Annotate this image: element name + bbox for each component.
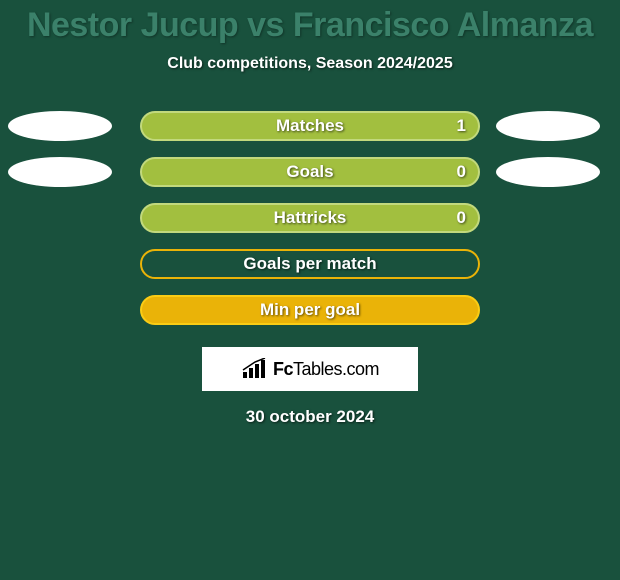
stat-row: Goals 0: [0, 157, 620, 187]
page-subtitle: Club competitions, Season 2024/2025: [0, 55, 620, 73]
stat-bar: Min per goal: [140, 295, 480, 325]
stat-bar: Goals per match: [140, 249, 480, 279]
stat-label: Goals: [286, 162, 333, 182]
player-right-ellipse: [496, 111, 600, 141]
stat-label: Hattricks: [274, 208, 347, 228]
page-title: Nestor Jucup vs Francisco Almanza: [0, 6, 620, 45]
player-left-ellipse: [8, 111, 112, 141]
stat-row: Hattricks 0: [0, 203, 620, 233]
chart-icon: [241, 358, 269, 380]
player-left-ellipse: [8, 157, 112, 187]
branding-text: FcTables.com: [273, 359, 379, 380]
stat-bar: Goals 0: [140, 157, 480, 187]
branding-box: FcTables.com: [202, 347, 418, 391]
stat-label: Matches: [276, 116, 344, 136]
branding-suffix: .com: [342, 359, 379, 379]
stat-value: 1: [457, 116, 466, 136]
stats-container: Matches 1 Goals 0 Hattricks 0 Goals per match M…: [0, 111, 620, 325]
stat-label: Goals per match: [243, 254, 376, 274]
stat-bar: Hattricks 0: [140, 203, 480, 233]
stat-value: 0: [457, 162, 466, 182]
branding-bold: Fc: [273, 359, 293, 379]
stat-bar: Matches 1: [140, 111, 480, 141]
stat-value: 0: [457, 208, 466, 228]
stat-label: Min per goal: [260, 300, 360, 320]
date-text: 30 october 2024: [0, 407, 620, 427]
branding-light: Tables: [293, 359, 342, 379]
comparison-infographic: Nestor Jucup vs Francisco Almanza Club c…: [0, 0, 620, 580]
stat-row: Min per goal: [0, 295, 620, 325]
stat-row: Matches 1: [0, 111, 620, 141]
player-right-ellipse: [496, 157, 600, 187]
stat-row: Goals per match: [0, 249, 620, 279]
